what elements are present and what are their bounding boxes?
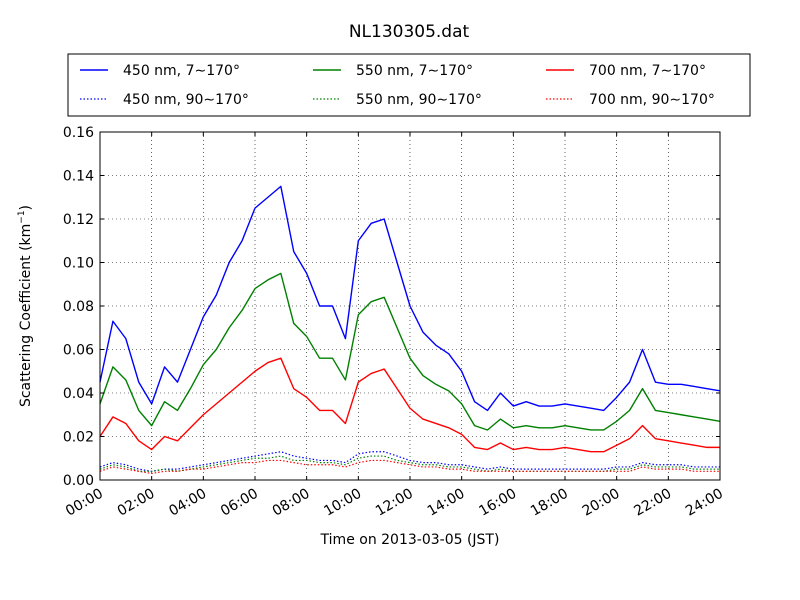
legend-label: 450 nm, 90∼170° — [123, 92, 249, 108]
y-tick-label: 0.00 — [63, 473, 94, 489]
legend-label: 700 nm, 90∼170° — [589, 92, 715, 108]
y-axis-label-close: ) — [18, 205, 34, 210]
y-tick-label: 0.04 — [63, 386, 94, 402]
legend-label: 550 nm, 90∼170° — [356, 92, 482, 108]
y-axis-label-main: Scattering Coefficient (km — [18, 224, 34, 407]
y-axis-label-superscript: −1 — [17, 210, 27, 223]
y-axis-label: Scattering Coefficient (km−1) — [17, 205, 34, 407]
legend-label: 550 nm, 7∼170° — [356, 63, 473, 79]
y-tick-label: 0.08 — [63, 299, 94, 315]
chart-title: NL130305.dat — [349, 22, 470, 42]
y-tick-label: 0.02 — [63, 430, 94, 446]
grid — [100, 132, 720, 480]
y-tick-label: 0.14 — [63, 169, 94, 185]
y-tick-label: 0.16 — [63, 125, 94, 141]
x-axis-label: Time on 2013-03-05 (JST) — [320, 532, 500, 548]
legend-label: 700 nm, 7∼170° — [589, 63, 706, 79]
y-axis: 0.00 0.02 0.04 0.06 0.08 0.10 0.12 0.14 0.16 — [63, 125, 720, 489]
y-tick-label: 0.12 — [63, 212, 94, 228]
y-tick-label: 0.06 — [63, 343, 94, 359]
legend-items: 450 nm, 7∼170° 550 nm, 7∼170° 700 nm, 7∼17… — [80, 63, 715, 108]
y-tick-label: 0.10 — [63, 256, 94, 272]
legend: 450 nm, 7∼170° 550 nm, 7∼170° 700 nm, 7∼17… — [67, 53, 751, 117]
legend-box — [67, 53, 751, 117]
series-layer — [99, 185, 721, 475]
legend-label: 450 nm, 7∼170° — [123, 63, 240, 79]
